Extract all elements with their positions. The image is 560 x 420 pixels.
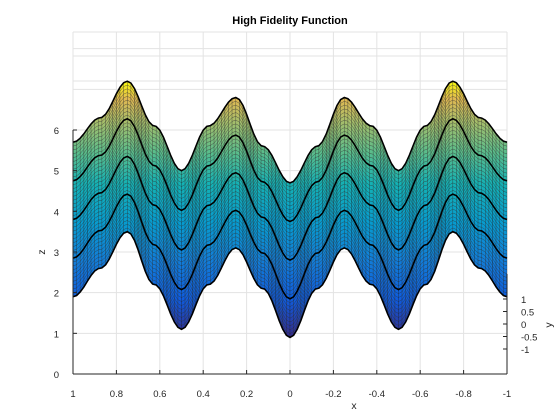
y-tick-label: 0.5 xyxy=(521,308,534,319)
z-tick-label: 4 xyxy=(54,207,59,218)
y-tick-label: 1 xyxy=(521,295,526,306)
x-tick-label: 0 xyxy=(287,389,292,400)
z-tick-label: 0 xyxy=(54,370,59,381)
x-tick-label: 0.8 xyxy=(110,389,123,400)
y-axis-label: y xyxy=(543,322,555,328)
x-tick-label: -0.4 xyxy=(369,389,385,400)
z-tick-label: 1 xyxy=(54,329,59,340)
surface-mesh xyxy=(72,80,508,339)
x-tick-label: 0.2 xyxy=(240,389,253,400)
y-tick-label: -1 xyxy=(521,345,529,356)
z-tick-label: 2 xyxy=(54,289,59,300)
y-tick-label: 0 xyxy=(521,320,526,331)
x-tick-label: -1 xyxy=(503,389,511,400)
z-tick-label: 6 xyxy=(54,126,59,137)
x-tick-label: 0.6 xyxy=(153,389,166,400)
z-tick-label: 3 xyxy=(54,248,59,259)
z-axis-label: z xyxy=(36,249,48,254)
x-tick-label: -0.8 xyxy=(455,389,471,400)
x-tick-label: -0.6 xyxy=(412,389,428,400)
x-tick-label: 1 xyxy=(70,389,75,400)
y-tick-label: -0.5 xyxy=(521,333,537,344)
x-tick-label: -0.2 xyxy=(325,389,341,400)
x-axis-label: x xyxy=(351,400,357,412)
z-tick-label: 5 xyxy=(54,167,59,178)
chart-title: High Fidelity Function xyxy=(232,15,348,27)
x-tick-label: 0.4 xyxy=(197,389,210,400)
